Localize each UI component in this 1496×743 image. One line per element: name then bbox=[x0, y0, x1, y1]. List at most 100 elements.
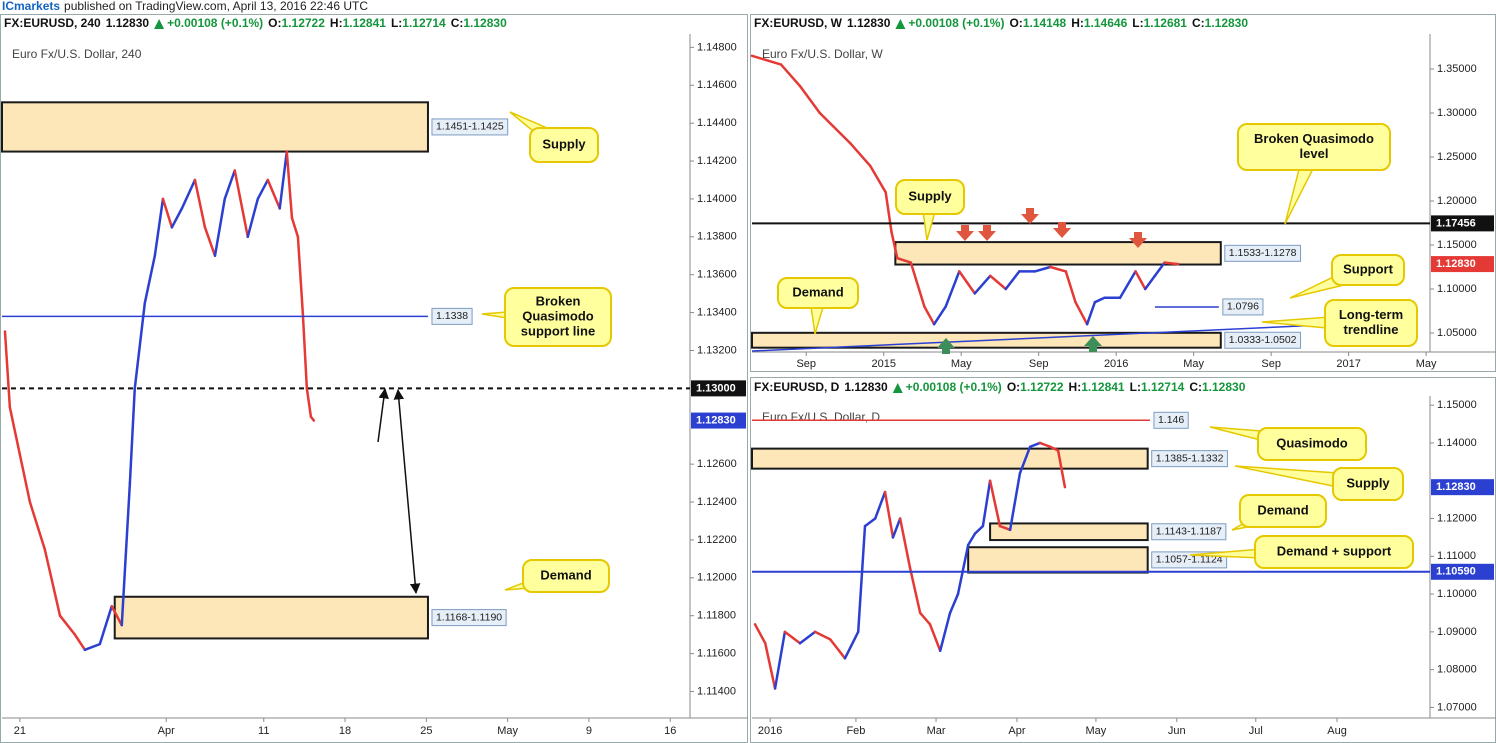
info-text: 1.12714 bbox=[1141, 380, 1185, 394]
price-segment bbox=[278, 150, 289, 210]
level-label: 1.1338 bbox=[436, 310, 468, 322]
y-tick-label: 1.05000 bbox=[1437, 327, 1477, 339]
price-tag-label: 1.12830 bbox=[1436, 481, 1476, 493]
callout-text: Demand bbox=[792, 284, 843, 299]
chart-subtitle: Euro Fx/U.S. Dollar, 240 bbox=[12, 47, 142, 61]
price-segment bbox=[1049, 265, 1068, 273]
y-tick-label: 1.25000 bbox=[1437, 151, 1477, 163]
price-segment bbox=[773, 630, 787, 690]
callout bbox=[1257, 427, 1367, 461]
price-segment bbox=[110, 604, 124, 627]
price-segment bbox=[28, 500, 47, 551]
x-tick-label: Sep bbox=[796, 358, 816, 370]
info-text: +0.00108 (+0.1%) bbox=[167, 16, 263, 30]
price-segment bbox=[43, 548, 62, 617]
y-tick-label: 1.07000 bbox=[1437, 701, 1477, 713]
info-text: H: bbox=[330, 16, 343, 30]
callout-text: Demand bbox=[1257, 502, 1308, 517]
price-segment bbox=[884, 190, 893, 234]
level-label: 1.0796 bbox=[1227, 301, 1259, 313]
info-text: FX:EURUSD, 240 bbox=[4, 16, 101, 30]
x-tick-label: 2016 bbox=[758, 725, 782, 737]
level-label: 1.146 bbox=[1158, 414, 1184, 426]
price-segment bbox=[309, 415, 316, 422]
zone-label-box bbox=[1151, 450, 1228, 468]
price-tag-label: 1.13000 bbox=[696, 382, 736, 394]
price-segment bbox=[988, 479, 1002, 528]
x-tick-label: May bbox=[1086, 725, 1107, 737]
info-text: 1.12722 bbox=[1020, 380, 1064, 394]
info-text: 1.12830 bbox=[106, 16, 150, 30]
price-segment bbox=[923, 305, 936, 326]
y-tick-label: 1.12200 bbox=[697, 534, 737, 546]
price-segment bbox=[868, 164, 887, 194]
zone bbox=[1, 101, 429, 153]
level-label-box bbox=[431, 307, 473, 325]
price-segment bbox=[3, 330, 12, 409]
callout-text: Broken Quasimodo bbox=[1254, 131, 1374, 146]
x-tick-label: Apr bbox=[158, 725, 175, 737]
price-segment bbox=[813, 630, 832, 641]
x-tick-label: Sep bbox=[1029, 358, 1049, 370]
price-segment bbox=[1074, 300, 1089, 326]
price-segment bbox=[799, 85, 822, 115]
zone-label: 1.1143-1.1187 bbox=[1156, 526, 1222, 538]
y-tick-label: 1.11400 bbox=[697, 685, 736, 697]
info-text: 1.14148 bbox=[1023, 16, 1067, 30]
price-segment bbox=[928, 623, 942, 653]
price-segment bbox=[233, 169, 250, 239]
price-segment bbox=[120, 481, 132, 627]
price-tag-label: 1.12830 bbox=[1436, 258, 1476, 270]
callout-text: support line bbox=[521, 323, 595, 338]
price-segment bbox=[1118, 270, 1137, 300]
price-segment bbox=[873, 490, 887, 520]
price-segment bbox=[8, 406, 22, 456]
x-tick-label: 9 bbox=[586, 725, 592, 737]
y-tick-label: 1.11800 bbox=[697, 610, 736, 622]
x-tick-label: 2016 bbox=[1104, 358, 1128, 370]
zone-label: 1.1385-1.1332 bbox=[1156, 452, 1224, 464]
zone-label-box bbox=[1151, 523, 1227, 541]
up-arrow-marker bbox=[937, 338, 955, 354]
price-segment bbox=[779, 63, 802, 88]
callout-text: Quasimodo bbox=[522, 308, 594, 323]
callout bbox=[777, 277, 859, 309]
price-segment bbox=[83, 642, 102, 652]
up-arrow-marker bbox=[1084, 336, 1102, 352]
zone-label-box bbox=[431, 118, 509, 136]
y-tick-label: 1.11600 bbox=[697, 647, 736, 659]
zone bbox=[894, 241, 1222, 266]
price-segment bbox=[285, 150, 294, 220]
published-note: published on TradingView.com, April 13, … bbox=[64, 0, 368, 13]
price-segment bbox=[849, 142, 872, 168]
zone-label: 1.1168-1.1190 bbox=[436, 611, 502, 623]
price-tag bbox=[691, 412, 746, 429]
price-segment bbox=[1143, 274, 1157, 291]
price-segment bbox=[863, 517, 877, 528]
price-segment bbox=[883, 490, 895, 539]
price-segment bbox=[750, 54, 783, 66]
info-text: 1.12841 bbox=[1081, 380, 1125, 394]
callout-text: Support bbox=[1343, 261, 1393, 276]
x-tick-label: Aug bbox=[1327, 725, 1347, 737]
y-tick-label: 1.10000 bbox=[1437, 283, 1477, 295]
price-segment bbox=[193, 178, 207, 229]
x-tick-label: May bbox=[1183, 358, 1204, 370]
brand[interactable]: ICmarkets bbox=[2, 0, 60, 13]
callout bbox=[504, 287, 612, 347]
callout bbox=[1331, 254, 1405, 286]
x-tick-label: Sep bbox=[1261, 358, 1281, 370]
price-segment bbox=[58, 614, 77, 636]
price-segment bbox=[18, 453, 32, 504]
price-segment bbox=[890, 230, 899, 260]
price-segment bbox=[918, 611, 932, 626]
callout-text: Supply bbox=[542, 136, 586, 151]
y-tick-label: 1.14000 bbox=[1437, 437, 1477, 449]
x-tick-label: 25 bbox=[420, 725, 432, 737]
x-tick-label: Feb bbox=[846, 725, 865, 737]
x-tick-label: 11 bbox=[258, 725, 269, 737]
price-segment bbox=[1093, 296, 1106, 304]
price-segment bbox=[128, 387, 137, 485]
y-tick-label: 1.12000 bbox=[697, 572, 737, 584]
price-segment bbox=[909, 261, 926, 308]
